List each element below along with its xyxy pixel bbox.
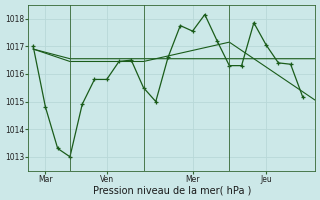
X-axis label: Pression niveau de la mer( hPa ): Pression niveau de la mer( hPa ) <box>92 185 251 195</box>
